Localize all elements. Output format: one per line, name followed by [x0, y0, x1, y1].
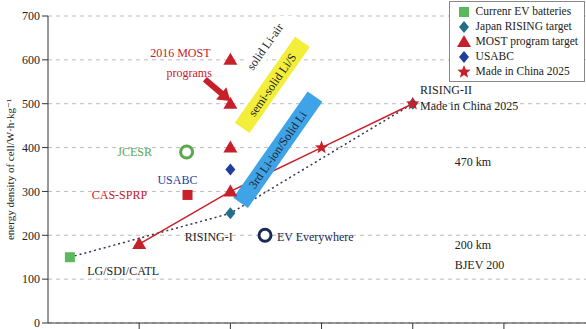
html-text:USABC: USABC [475, 50, 514, 62]
svg-text:200: 200 [22, 229, 40, 243]
svg-text:energy density of cell/W·h·kg⁻: energy density of cell/W·h·kg⁻¹ [4, 99, 16, 240]
svg-text:RISING-II: RISING-II [420, 83, 472, 97]
html-text:Japan RISING target: Japan RISING target [475, 20, 572, 32]
svg-text:200 km: 200 km [455, 238, 492, 252]
svg-text:470 km: 470 km [455, 155, 492, 169]
svg-text:CAS-SPRP: CAS-SPRP [92, 188, 148, 202]
svg-text:BJEV 200: BJEV 200 [455, 258, 504, 272]
svg-text:600: 600 [22, 53, 40, 67]
svg-text:100: 100 [22, 272, 40, 286]
svg-text:JCESR: JCESR [117, 145, 152, 159]
svg-text:USABC: USABC [157, 173, 197, 187]
svg-text:solid Li-air: solid Li-air [243, 20, 287, 73]
svg-text:EV Everywhere: EV Everywhere [277, 230, 354, 244]
svg-text:3rd Li-ion/Solid Li: 3rd Li-ion/Solid Li [246, 108, 310, 191]
html-text:Currenr EV batteries: Currenr EV batteries [475, 5, 572, 17]
svg-text:500: 500 [22, 97, 40, 111]
svg-text:semi-solid Li/S: semi-solid Li/S [245, 51, 299, 119]
svg-text:2016 MOST: 2016 MOST [150, 46, 211, 60]
svg-text:programs: programs [167, 66, 213, 80]
svg-text:0: 0 [34, 316, 40, 329]
svg-text:300: 300 [22, 185, 40, 199]
html-text:Made in China 2025: Made in China 2025 [475, 65, 570, 77]
svg-text:Made in China 2025: Made in China 2025 [420, 99, 518, 113]
svg-text:400: 400 [22, 141, 40, 155]
svg-text:RISING-I: RISING-I [185, 230, 233, 244]
svg-text:LG/SDI/CATL: LG/SDI/CATL [87, 264, 159, 278]
html-text:MOST program target: MOST program target [475, 35, 578, 47]
svg-text:700: 700 [22, 9, 40, 23]
